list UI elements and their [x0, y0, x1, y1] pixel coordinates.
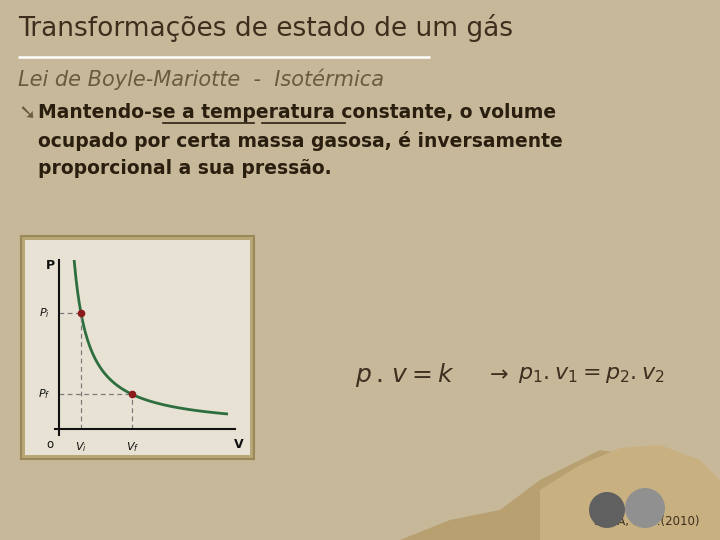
Text: $p\,.\,v = k$: $p\,.\,v = k$	[355, 361, 454, 389]
Text: proporcional a sua pressão.: proporcional a sua pressão.	[38, 159, 332, 178]
Text: Mantendo-se a temperatura constante, o volume: Mantendo-se a temperatura constante, o v…	[38, 103, 556, 122]
Text: Transformações de estado de um gás: Transformações de estado de um gás	[18, 14, 513, 42]
Text: →: →	[490, 365, 508, 385]
Text: o: o	[46, 438, 53, 451]
Circle shape	[625, 488, 665, 528]
Circle shape	[589, 492, 625, 528]
Text: $V_i$: $V_i$	[75, 440, 87, 454]
Polygon shape	[400, 450, 720, 540]
Text: ocupado por certa massa gasosa, é inversamente: ocupado por certa massa gasosa, é invers…	[38, 131, 563, 151]
Text: V: V	[235, 438, 244, 451]
Text: $V_f$: $V_f$	[126, 440, 139, 454]
Polygon shape	[540, 445, 720, 540]
Text: ➘: ➘	[18, 103, 35, 123]
Bar	[21, 236, 254, 459]
Text: SILVA, R. O.(2010): SILVA, R. O.(2010)	[595, 515, 700, 528]
Text: $P_f$: $P_f$	[37, 388, 50, 401]
Text: P: P	[45, 259, 55, 272]
Bar	[25, 240, 250, 455]
Text: Lei de Boyle-Mariotte  -  Isotérmica: Lei de Boyle-Mariotte - Isotérmica	[18, 68, 384, 90]
Text: $P_i$: $P_i$	[39, 306, 50, 320]
Text: $p_1.v_1 = p_2.v_2$: $p_1.v_1 = p_2.v_2$	[518, 365, 665, 385]
